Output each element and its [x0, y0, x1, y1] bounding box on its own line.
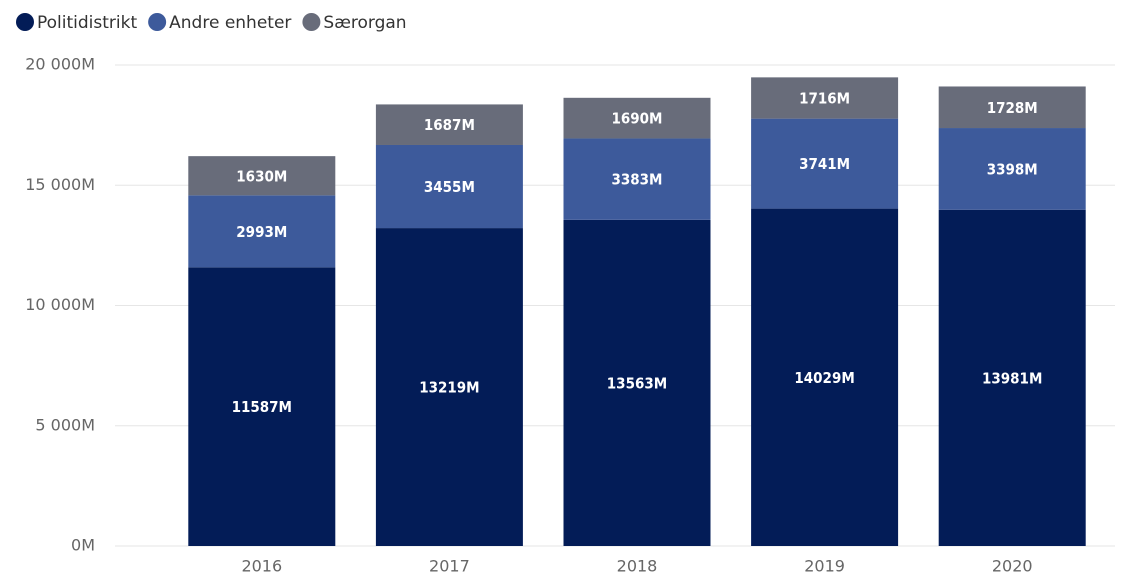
- data-label: 1630M: [236, 167, 287, 185]
- y-tick-label: 20 000M: [25, 55, 95, 74]
- bar-segment: [938, 128, 1086, 210]
- bar-segment: [938, 209, 1086, 546]
- legend-label: Særorgan: [323, 13, 406, 33]
- bar-segment: [563, 97, 711, 139]
- x-tick-label: 2019: [804, 557, 845, 576]
- bar-segment: [938, 86, 1086, 129]
- data-label: 2993M: [236, 223, 287, 241]
- data-label: 1690M: [612, 110, 663, 128]
- data-label: 14029M: [794, 369, 854, 387]
- x-tick-label: 2020: [992, 557, 1033, 576]
- legend-marker: [148, 13, 167, 31]
- data-label: 1687M: [424, 116, 475, 134]
- bar-segment: [751, 77, 899, 119]
- bar-segment: [563, 138, 711, 220]
- x-tick-label: 2017: [429, 557, 470, 576]
- bar-segment: [188, 195, 336, 268]
- bar-segment: [375, 104, 523, 145]
- x-tick-label: 2018: [617, 557, 658, 576]
- bar-segment: [375, 144, 523, 229]
- data-label: 3455M: [424, 178, 475, 196]
- y-tick-label: 15 000M: [25, 175, 95, 194]
- legend-marker: [16, 13, 34, 31]
- bar-segment: [751, 208, 899, 547]
- y-tick-label: 10 000M: [25, 295, 95, 314]
- bar-segment: [563, 219, 711, 546]
- data-label: 11587M: [232, 398, 292, 416]
- data-label: 3398M: [987, 160, 1038, 178]
- bar-segment: [188, 156, 336, 196]
- data-label: 1716M: [799, 89, 850, 107]
- y-tick-label: 5 000M: [35, 415, 95, 434]
- data-label: 13563M: [607, 374, 667, 392]
- legend-marker: [302, 13, 321, 31]
- bar-segment: [751, 118, 899, 209]
- bar-segment: [188, 267, 336, 546]
- data-label: 3383M: [612, 171, 663, 189]
- data-label: 3741M: [799, 155, 850, 173]
- data-label: 13981M: [982, 369, 1042, 387]
- x-tick-label: 2016: [241, 557, 282, 576]
- data-label: 1728M: [987, 99, 1038, 117]
- data-label: 13219M: [419, 379, 479, 397]
- legend-label: Andre enheter: [169, 13, 291, 33]
- bar-segment: [375, 228, 523, 546]
- legend-label: Politidistrikt: [37, 13, 137, 33]
- y-tick-label: 0M: [71, 536, 95, 555]
